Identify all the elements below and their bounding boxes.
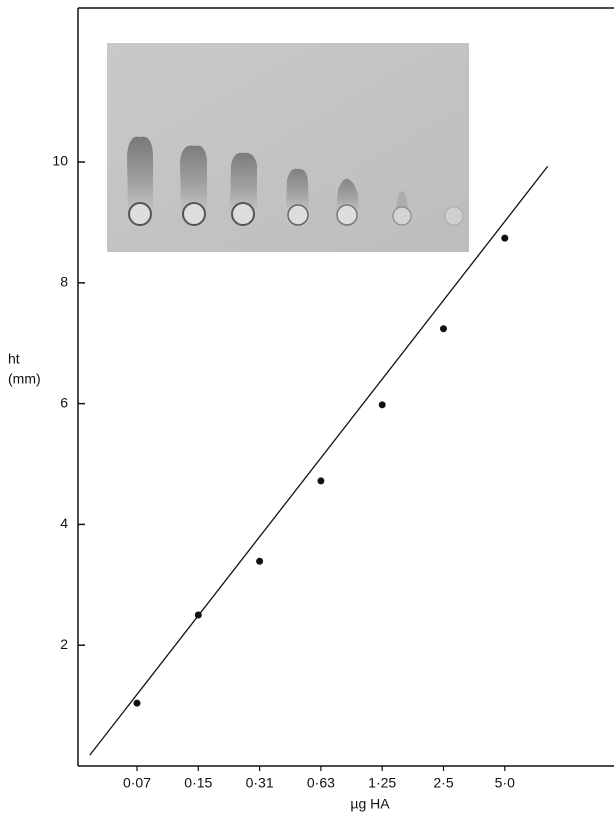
- y-tick-label: 4: [60, 515, 68, 531]
- x-tick-label: 0·15: [184, 775, 212, 791]
- data-point: [256, 557, 264, 565]
- y-axis-label: ht: [8, 351, 20, 367]
- data-point: [501, 234, 509, 242]
- x-tick-label: 5·0: [495, 775, 515, 791]
- data-point: [317, 477, 325, 485]
- x-tick-label: 2·5: [433, 775, 453, 791]
- x-tick-label: 0·07: [123, 775, 151, 791]
- data-point: [133, 699, 141, 707]
- x-tick-label: 0·31: [246, 775, 274, 791]
- y-tick-label: 2: [60, 636, 68, 652]
- y-axis-label: (mm): [8, 371, 41, 387]
- data-point: [378, 401, 386, 409]
- y-tick-label: 6: [60, 394, 68, 410]
- data-point: [194, 611, 202, 619]
- fit-line: [89, 165, 549, 756]
- x-axis-label: µg HA: [350, 796, 390, 812]
- x-tick-label: 1·25: [368, 775, 396, 791]
- y-tick-label: 10: [52, 153, 68, 169]
- y-tick-label: 8: [60, 274, 68, 290]
- inset-photo: [107, 43, 469, 252]
- data-point: [440, 325, 447, 333]
- x-tick-label: 0·63: [307, 775, 335, 791]
